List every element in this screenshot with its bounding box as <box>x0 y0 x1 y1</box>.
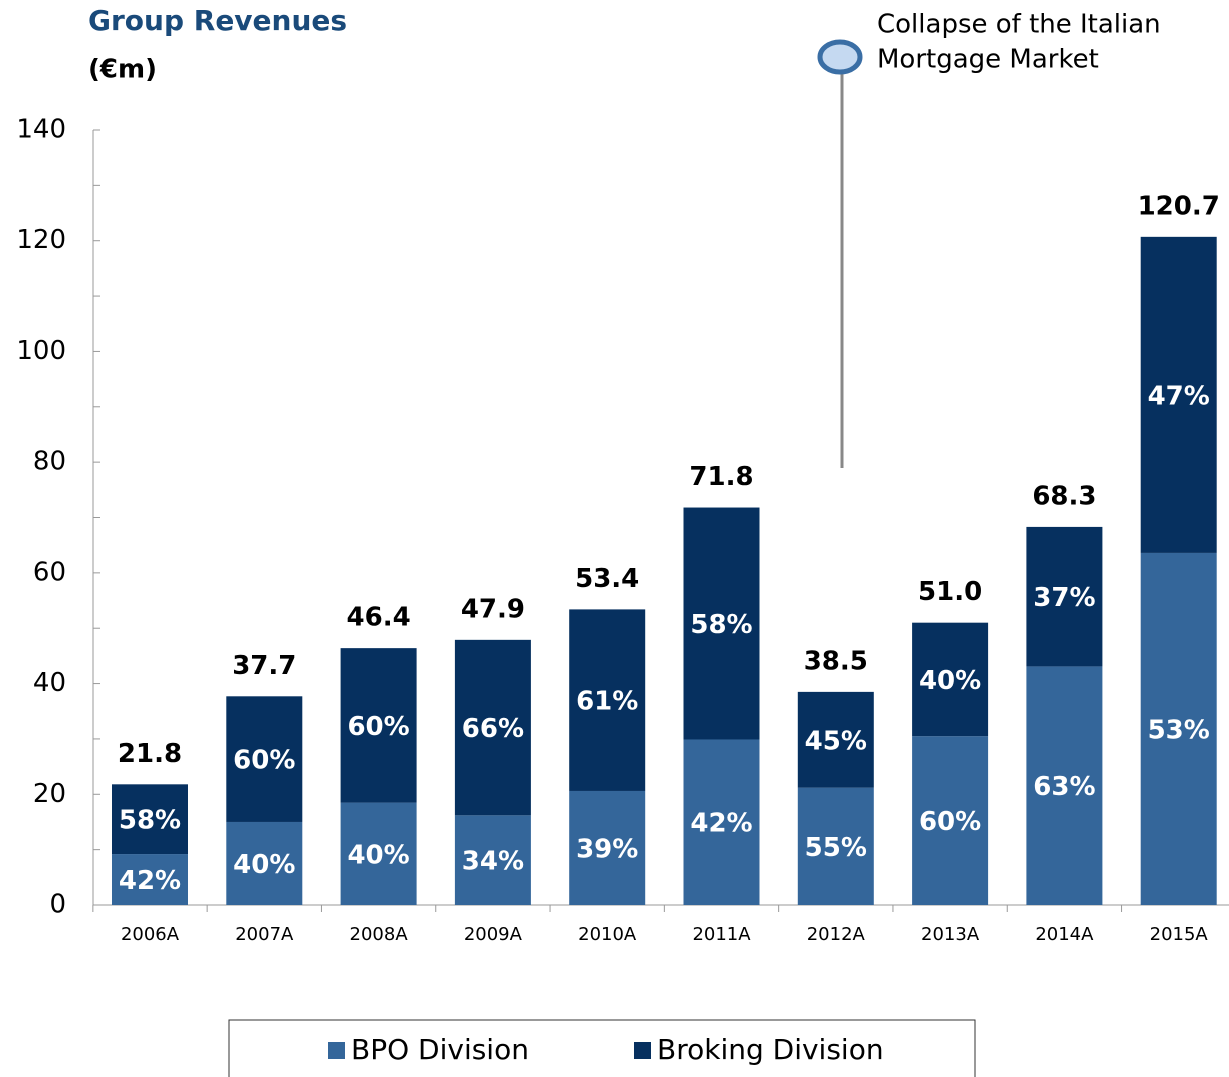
bar-segment <box>797 691 874 788</box>
y-tick-label: 120 <box>16 225 66 255</box>
x-tick-label: 2013A <box>921 924 980 945</box>
share-label: 60% <box>233 746 295 776</box>
annotation: Mortgage Market <box>877 45 1099 75</box>
share-label: 42% <box>690 809 752 839</box>
share-label: 53% <box>1148 715 1210 745</box>
total-label: 47.9 <box>461 594 525 624</box>
total-label: 38.5 <box>804 646 868 676</box>
bar-segment <box>569 609 646 791</box>
share-label: 40% <box>919 666 981 696</box>
y-tick-label: 20 <box>33 779 66 809</box>
bar-segment <box>569 790 646 905</box>
x-tick-label: 2015A <box>1150 924 1209 945</box>
y-tick-label: 140 <box>16 115 66 145</box>
bar-segment <box>340 802 417 905</box>
chart-subtitle: (€m) <box>88 55 157 85</box>
y-tick-label: 80 <box>33 447 66 477</box>
share-label: 61% <box>576 687 638 717</box>
legend-label: BPO Division <box>351 1033 529 1066</box>
share-label: 37% <box>1033 583 1095 613</box>
bar-segment <box>683 507 760 740</box>
total-label: 68.3 <box>1032 481 1096 511</box>
y-tick-label: 100 <box>16 336 66 366</box>
bar-segment <box>797 787 874 905</box>
x-tick-label: 2012A <box>807 924 866 945</box>
bar-segment <box>112 784 188 855</box>
bar-segment <box>454 639 531 816</box>
total-label: 51.0 <box>918 577 982 607</box>
bar-segment <box>912 736 989 905</box>
share-label: 60% <box>919 807 981 837</box>
share-label: 58% <box>690 610 752 640</box>
bar-segment <box>1026 666 1103 905</box>
legend <box>228 1019 976 1077</box>
legend-label: Broking Division <box>657 1033 884 1066</box>
share-label: 47% <box>1148 381 1210 411</box>
bar-segment <box>112 854 188 905</box>
y-tick-label: 0 <box>49 890 66 920</box>
x-tick-label: 2009A <box>464 924 523 945</box>
y-tick-label: 60 <box>33 557 66 587</box>
share-label: 66% <box>462 714 524 744</box>
bar-segment <box>226 821 303 905</box>
share-label: 45% <box>805 726 867 756</box>
total-label: 21.8 <box>118 739 182 769</box>
legend-swatch <box>328 1042 345 1059</box>
total-label: 46.4 <box>347 603 411 633</box>
share-label: 40% <box>233 850 295 880</box>
share-label: 39% <box>576 834 638 864</box>
total-label: 71.8 <box>689 462 753 492</box>
legend-swatch <box>634 1042 651 1059</box>
total-label: 53.4 <box>575 564 639 594</box>
share-label: 58% <box>119 806 181 836</box>
x-tick-label: 2010A <box>578 924 637 945</box>
annotation-marker <box>817 39 863 75</box>
share-label: 34% <box>462 847 524 877</box>
bar-segment <box>226 696 303 822</box>
bar-segment <box>1140 236 1217 553</box>
bar-segment <box>1026 526 1103 667</box>
y-tick-label: 40 <box>33 668 66 698</box>
total-label: 120.7 <box>1138 191 1220 221</box>
x-tick-label: 2006A <box>121 924 180 945</box>
share-label: 60% <box>347 712 409 742</box>
bar-segment <box>340 648 417 803</box>
chart-title: Group Revenues <box>88 4 347 37</box>
share-label: 40% <box>347 840 409 870</box>
bar-segment <box>1140 552 1217 905</box>
share-label: 55% <box>805 833 867 863</box>
x-tick-label: 2014A <box>1035 924 1094 945</box>
x-tick-label: 2008A <box>350 924 409 945</box>
x-tick-label: 2011A <box>692 924 751 945</box>
bar-segment <box>912 622 989 737</box>
annotation: Collapse of the Italian <box>877 10 1161 40</box>
x-tick-label: 2007A <box>235 924 294 945</box>
bar-segment <box>454 815 531 905</box>
total-label: 37.7 <box>232 651 296 681</box>
share-label: 63% <box>1033 772 1095 802</box>
share-label: 42% <box>119 866 181 896</box>
bar-segment <box>683 739 760 905</box>
